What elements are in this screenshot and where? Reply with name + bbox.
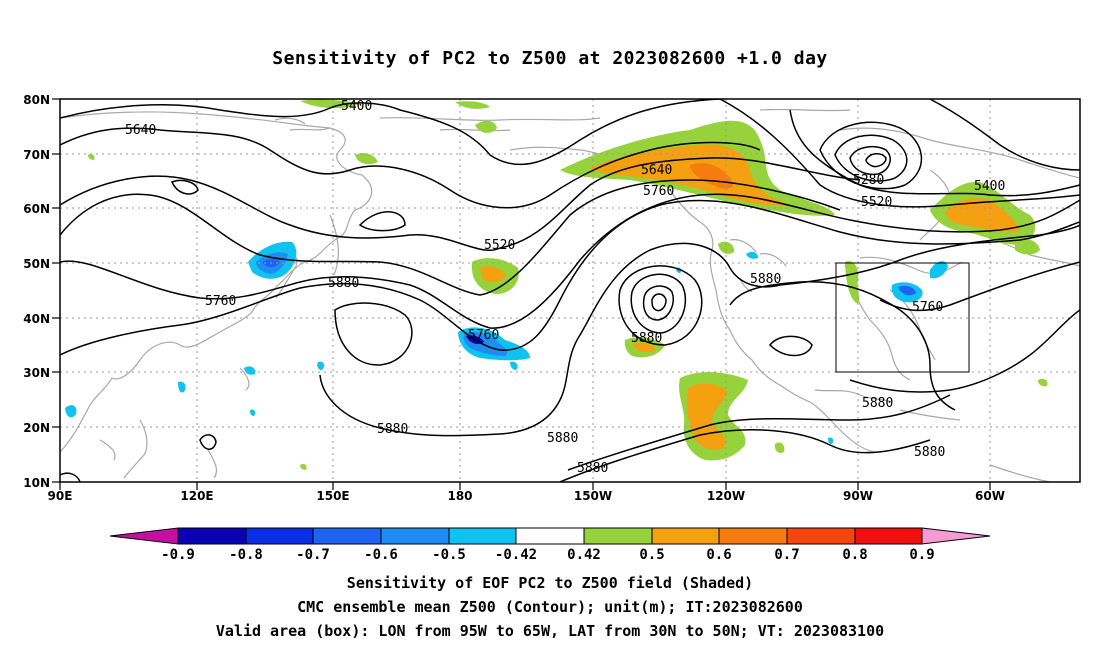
contour-label: 5520 xyxy=(861,195,892,210)
colorbar-label: 0.7 xyxy=(774,547,799,563)
contour-label: 5880 xyxy=(750,272,781,287)
colorbar-label: -0.42 xyxy=(495,547,537,563)
colorbar-label: 0.6 xyxy=(706,547,731,563)
colorbar-label: 0.42 xyxy=(567,547,601,563)
colorbar-label: -0.9 xyxy=(161,547,195,563)
colorbar-label: -0.5 xyxy=(432,547,466,563)
lon-label: 90W xyxy=(843,489,873,503)
colorbar-segment xyxy=(583,527,653,545)
colorbar-label: -0.7 xyxy=(296,547,330,563)
lat-label: 60N xyxy=(23,202,50,216)
page-title: Sensitivity of PC2 to Z500 at 2023082600… xyxy=(272,48,828,69)
colorbar-segment xyxy=(854,527,923,545)
lon-label: 90E xyxy=(48,489,73,503)
colorbar-label: 0.5 xyxy=(639,547,664,563)
colorbar-segment xyxy=(448,527,517,545)
contour-label: 5880 xyxy=(328,276,359,291)
colorbar-label: 0.8 xyxy=(842,547,867,563)
lat-label: 70N xyxy=(23,148,50,162)
lat-label: 20N xyxy=(23,421,50,435)
negative-sensitivity-shading xyxy=(65,241,948,444)
valid-area-box xyxy=(835,262,970,373)
lat-label: 30N xyxy=(23,366,50,380)
colorbar-segment xyxy=(177,527,247,545)
contour-label: 5760 xyxy=(643,184,674,199)
lon-label: 120E xyxy=(180,489,213,503)
longitude-labels: 90E 120E 150E 180 150W 120W 90W 60W xyxy=(48,489,1005,503)
lon-label: 150W xyxy=(574,489,612,503)
caption-valid-area: Valid area (box): LON from 95W to 65W, L… xyxy=(215,622,885,640)
colorbar-label: 0.9 xyxy=(909,547,934,563)
lat-label: 40N xyxy=(23,312,50,326)
caption-contour: CMC ensemble mean Z500 (Contour); unit(m… xyxy=(297,598,803,616)
lon-label: 150E xyxy=(316,489,349,503)
contour-label: 5880 xyxy=(577,461,608,476)
lat-label: 80N xyxy=(23,93,50,107)
z500-contours xyxy=(60,99,1080,482)
lat-label: 10N xyxy=(23,476,50,490)
contour-label: 5880 xyxy=(631,331,662,346)
colorbar-segment xyxy=(380,527,450,545)
axis-ticks xyxy=(52,98,991,490)
colorbar-segment xyxy=(786,527,856,545)
contour-label: 5520 xyxy=(484,238,515,253)
caption-shading: Sensitivity of EOF PC2 to Z500 field (Sh… xyxy=(346,574,754,592)
map-frame xyxy=(59,98,1081,483)
colorbar-label: -0.6 xyxy=(364,547,398,563)
colorbar-segment xyxy=(718,527,788,545)
contour-label: 5880 xyxy=(547,431,578,446)
lon-label: 60W xyxy=(975,489,1005,503)
colorbar-segment xyxy=(515,527,585,545)
contour-label: 5880 xyxy=(862,396,893,411)
colorbar-label: -0.8 xyxy=(229,547,263,563)
contour-label: 5760 xyxy=(912,300,943,315)
contour-label: 5640 xyxy=(641,163,672,178)
contour-label: 5400 xyxy=(341,99,372,114)
colorbar-triangle-left xyxy=(109,527,179,545)
contour-label: 5400 xyxy=(974,179,1005,194)
contour-labels: 5400 5640 5520 5760 5880 5640 5760 5280 … xyxy=(125,99,1005,476)
latitude-labels: 80N 70N 60N 50N 40N 30N 20N 10N xyxy=(23,93,50,490)
contour-label: 5880 xyxy=(377,422,408,437)
colorbar-labels: -0.9 -0.8 -0.7 -0.6 -0.5 -0.42 0.42 0.5 … xyxy=(161,547,935,563)
contour-label: 5760 xyxy=(205,294,236,309)
contour-label: 5760 xyxy=(468,328,499,343)
contour-label: 5880 xyxy=(914,445,945,460)
gridlines xyxy=(60,99,1080,482)
lon-label: 180 xyxy=(447,489,472,503)
colorbar-segment xyxy=(245,527,314,545)
contour-label: 5280 xyxy=(853,173,884,188)
colorbar-segment xyxy=(651,527,720,545)
lon-label: 120W xyxy=(707,489,745,503)
colorbar-segment xyxy=(312,527,382,545)
lat-label: 50N xyxy=(23,257,50,271)
colorbar-triangle-right xyxy=(921,527,991,545)
contour-label: 5640 xyxy=(125,123,156,138)
